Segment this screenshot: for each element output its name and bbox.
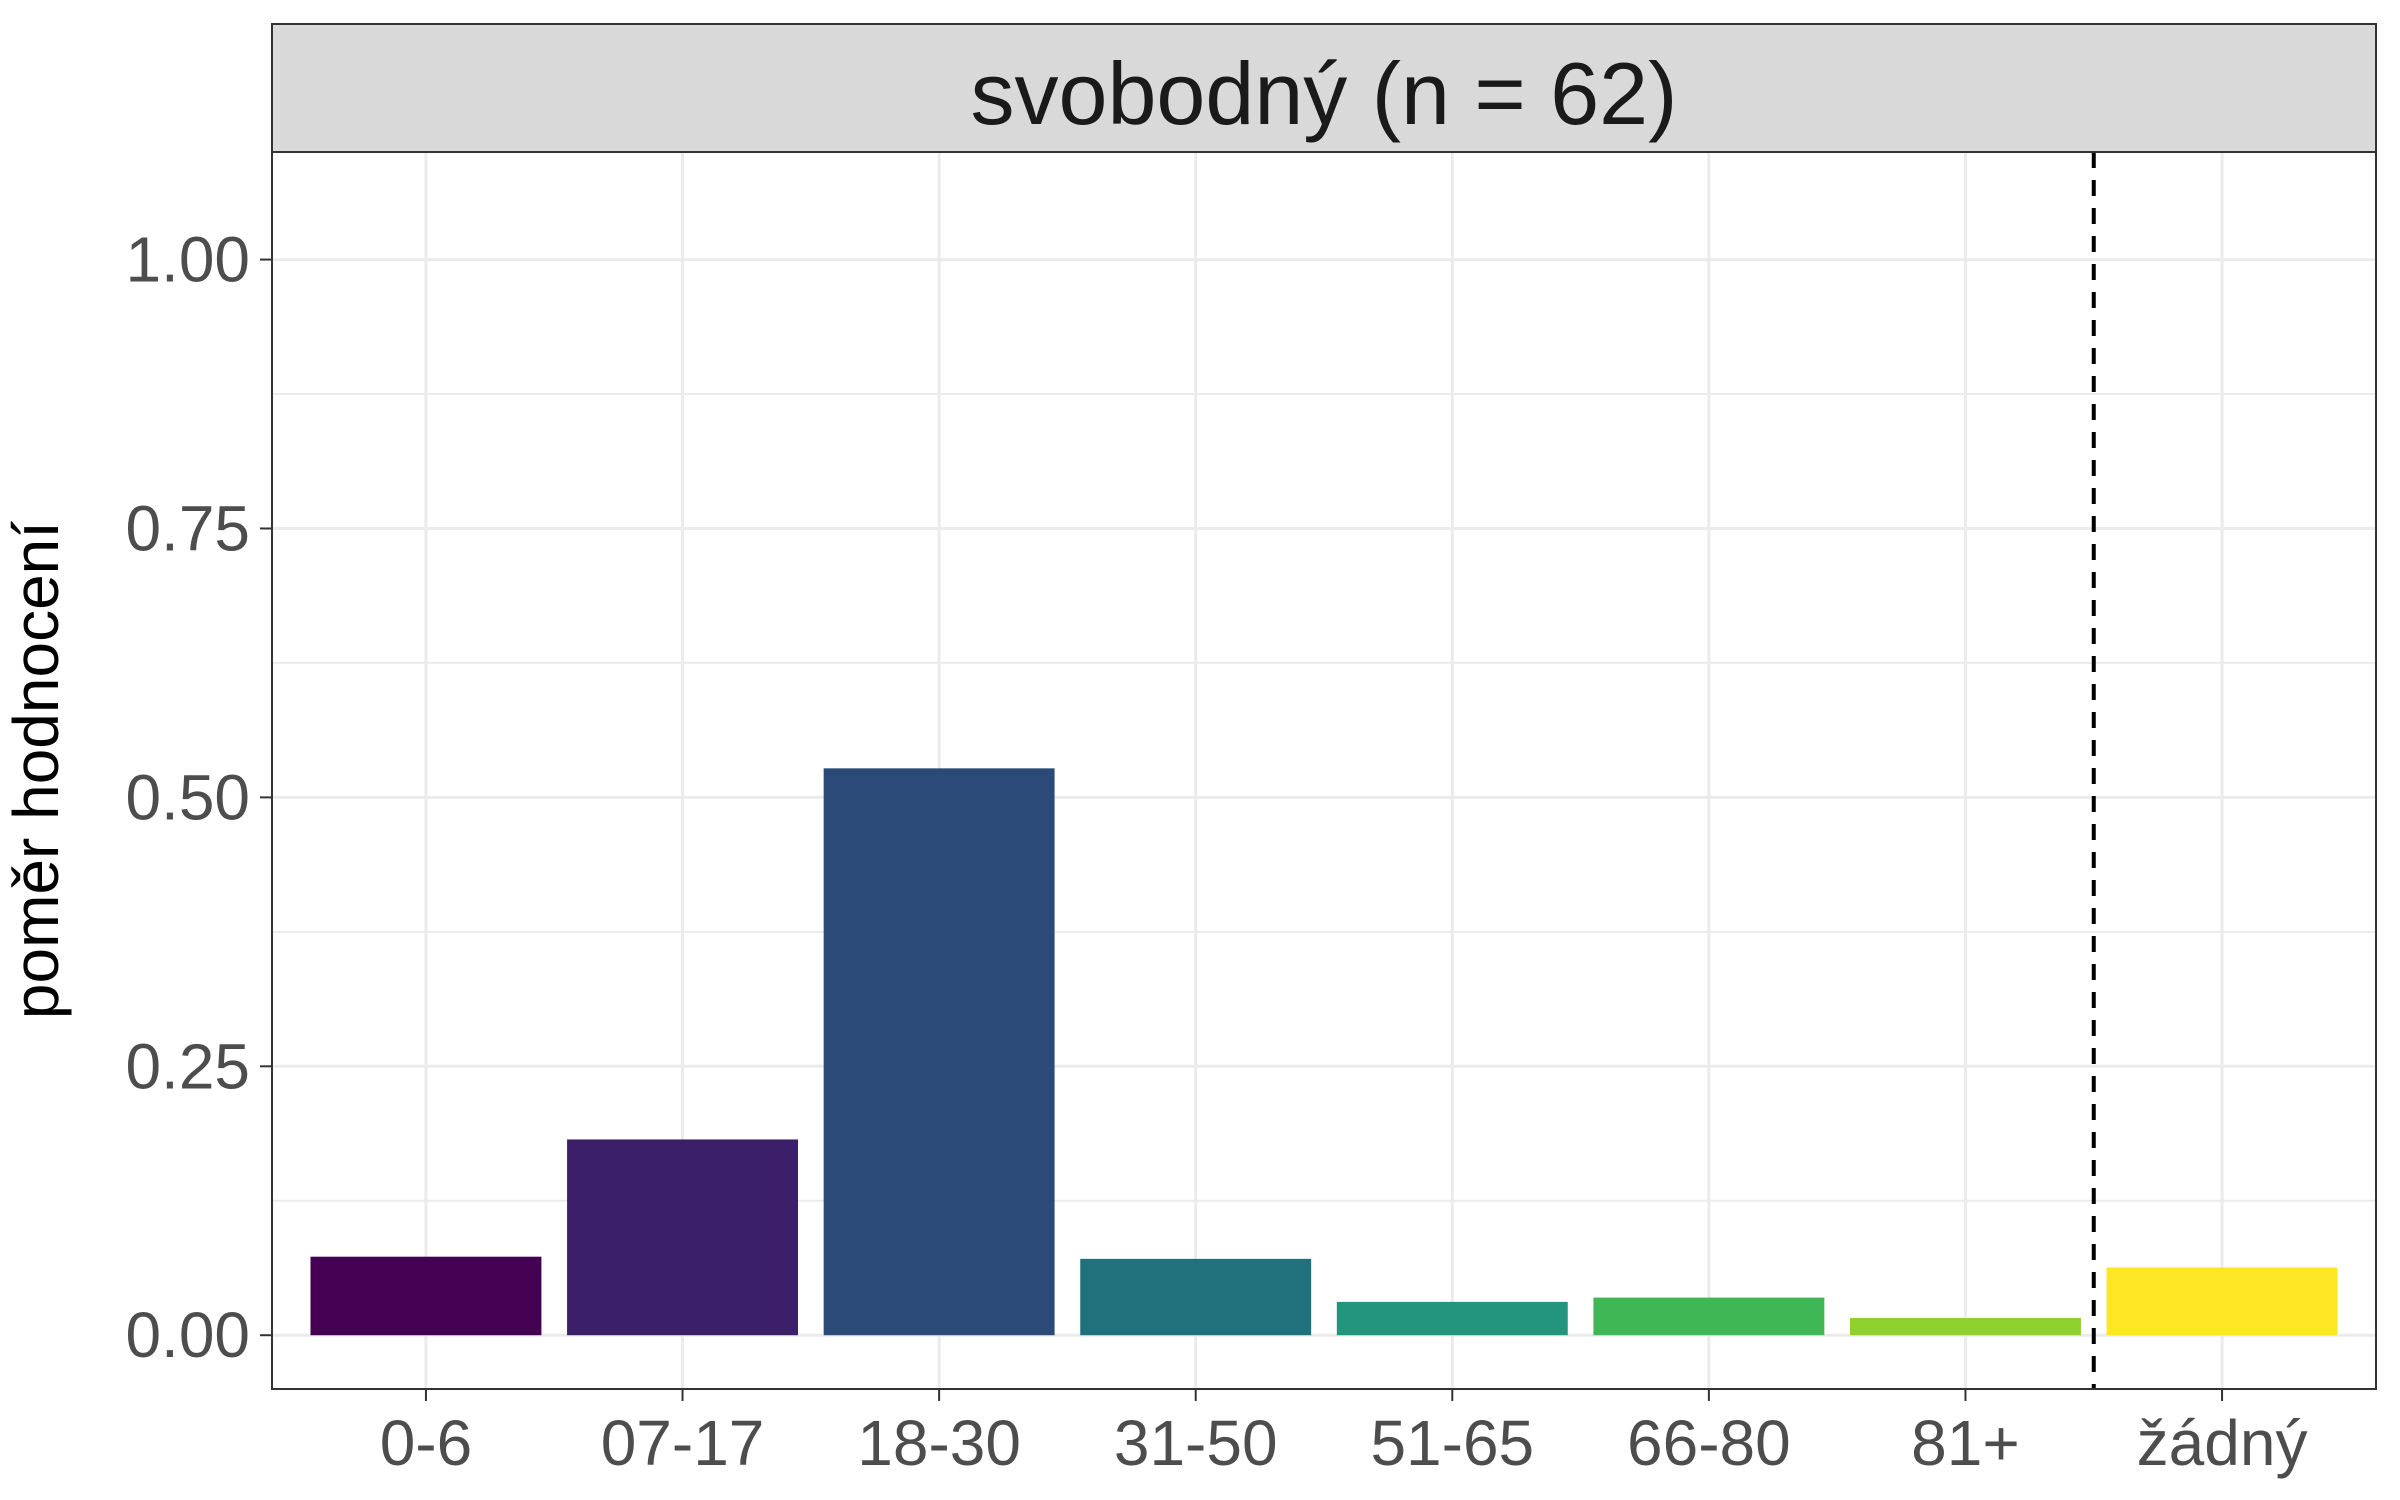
x-tick-label: 66-80 <box>1627 1407 1791 1479</box>
bar-18-30 <box>823 768 1055 1336</box>
gridlines <box>272 152 2376 1389</box>
bar-81+ <box>1850 1318 2081 1336</box>
x-tick-label: 51-65 <box>1370 1407 1534 1479</box>
bar-07-17 <box>567 1139 798 1336</box>
axes: 0.00 0.25 0.50 0.75 1.00 0-6 07-17 18-30 31-50 51… <box>125 224 2307 1479</box>
bar-31-50 <box>1080 1258 1312 1336</box>
x-tick-label: žádný <box>2137 1407 2308 1479</box>
y-tick-label: 0.75 <box>125 492 250 564</box>
bars <box>310 768 2338 1336</box>
panel-border <box>271 151 2377 1390</box>
y-tick-label: 0.25 <box>125 1030 250 1102</box>
facet-label: svobodný (n = 62) <box>971 44 1678 143</box>
x-tick-label: 07-17 <box>601 1407 765 1479</box>
facet-strip <box>271 23 2377 153</box>
x-tick-label: 18-30 <box>857 1407 1021 1479</box>
y-axis-title: poměr hodnocení <box>0 521 72 1019</box>
bar-66-80 <box>1593 1297 1825 1336</box>
bar-51-65 <box>1336 1301 1568 1336</box>
bar-žádný <box>2106 1267 2338 1336</box>
x-tick-label: 0-6 <box>380 1407 473 1479</box>
x-tick-label: 31-50 <box>1114 1407 1278 1479</box>
y-tick-label: 1.00 <box>125 224 250 296</box>
y-tick-label: 0.00 <box>125 1299 250 1371</box>
x-tick-label: 81+ <box>1911 1407 2020 1479</box>
y-tick-label: 0.50 <box>125 761 250 833</box>
bar-0-6 <box>310 1256 542 1336</box>
